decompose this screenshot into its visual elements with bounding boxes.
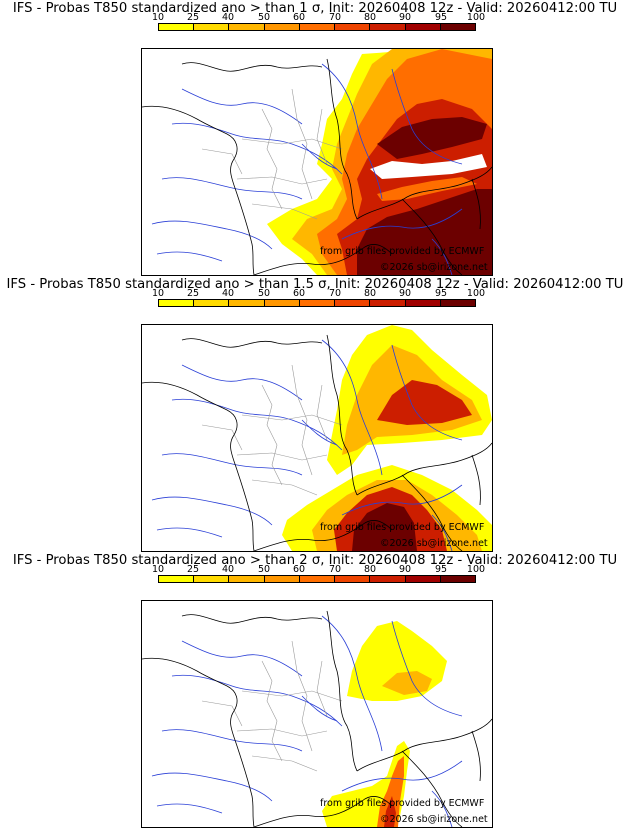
colorbar-segment <box>264 576 300 582</box>
colorbar-segment <box>229 300 265 306</box>
map-canvas <box>142 610 492 827</box>
colorbar-tick: 60 <box>292 12 306 23</box>
colorbar-segment <box>440 24 475 30</box>
panel-title: IFS - Probas T850 standardized ano > tha… <box>12 1 618 16</box>
colorbar-tick: 90 <box>398 12 412 23</box>
colorbar-tick: 10 <box>151 288 165 299</box>
colorbar-tick: 95 <box>434 564 448 575</box>
colorbar-segment <box>370 576 406 582</box>
colorbar-tick: 40 <box>221 564 235 575</box>
probability-fill <box>282 325 492 551</box>
panel-title: IFS - Probas T850 standardized ano > tha… <box>6 277 624 292</box>
credit-source: from grib files provided by ECMWF <box>320 798 485 809</box>
credit-copyright: ©2026 sb@irizone.net <box>380 262 488 273</box>
colorbar-tick: 70 <box>328 564 342 575</box>
colorbar-segment <box>229 576 265 582</box>
colorbar <box>158 575 476 583</box>
colorbar-tick: 10 <box>151 12 165 23</box>
colorbar-segment <box>299 300 336 306</box>
colorbar-segment <box>299 24 336 30</box>
probability-map: from grib files provided by ECMWF ©2026 … <box>141 48 493 276</box>
probability-panel-1-sigma: IFS - Probas T850 standardized ano > tha… <box>0 0 630 276</box>
colorbar-segment <box>405 300 441 306</box>
colorbar-tick: 80 <box>363 564 377 575</box>
probability-map: from grib files provided by ECMWF ©2026 … <box>141 324 493 552</box>
colorbar-segment <box>440 300 475 306</box>
colorbar-segment <box>264 24 300 30</box>
colorbar-segment <box>159 24 195 30</box>
colorbar-tick: 60 <box>292 288 306 299</box>
colorbar-tick: 40 <box>221 12 235 23</box>
credit-source: from grib files provided by ECMWF <box>320 522 485 533</box>
colorbar-tick: 10 <box>151 564 165 575</box>
colorbar-segment <box>370 24 406 30</box>
colorbar-tick: 100 <box>466 288 486 299</box>
colorbar-segment <box>440 576 475 582</box>
colorbar-tick: 60 <box>292 564 306 575</box>
colorbar <box>158 299 476 307</box>
colorbar-tick: 80 <box>363 12 377 23</box>
colorbar-tick: 50 <box>257 564 271 575</box>
probability-panel-1-5-sigma: IFS - Probas T850 standardized ano > tha… <box>0 276 630 552</box>
colorbar-tick: 50 <box>257 12 271 23</box>
colorbar-ticks: 10 25 40 50 60 70 80 90 95 100 <box>152 288 485 299</box>
colorbar-segment <box>335 24 371 30</box>
colorbar-tick: 25 <box>186 288 200 299</box>
credit-source: from grib files provided by ECMWF <box>320 246 485 257</box>
colorbar-tick: 25 <box>186 564 200 575</box>
colorbar-tick: 25 <box>186 12 200 23</box>
colorbar-tick: 70 <box>328 12 342 23</box>
map-canvas <box>142 325 492 551</box>
colorbar-segment <box>159 300 195 306</box>
credit-copyright: ©2026 sb@irizone.net <box>380 814 488 825</box>
colorbar-tick: 90 <box>398 288 412 299</box>
colorbar-tick: 100 <box>466 12 486 23</box>
colorbar-segment <box>335 576 371 582</box>
colorbar-segment <box>264 300 300 306</box>
probability-fill <box>267 49 492 275</box>
colorbar-segment <box>194 300 230 306</box>
colorbar-segment <box>159 576 195 582</box>
colorbar-tick: 95 <box>434 288 448 299</box>
colorbar-tick: 95 <box>434 12 448 23</box>
colorbar-segment <box>405 24 441 30</box>
colorbar-ticks: 10 25 40 50 60 70 80 90 95 100 <box>152 564 485 575</box>
colorbar-segment <box>299 576 336 582</box>
colorbar-tick: 80 <box>363 288 377 299</box>
colorbar-segment <box>370 300 406 306</box>
colorbar-segment <box>194 576 230 582</box>
colorbar-tick: 50 <box>257 288 271 299</box>
panel-title: IFS - Probas T850 standardized ano > tha… <box>12 553 618 568</box>
colorbar-tick: 100 <box>466 564 486 575</box>
colorbar-tick: 70 <box>328 288 342 299</box>
colorbar-tick: 40 <box>221 288 235 299</box>
colorbar-ticks: 10 25 40 50 60 70 80 90 95 100 <box>152 12 485 23</box>
colorbar <box>158 23 476 31</box>
map-canvas <box>142 49 492 275</box>
probability-fill <box>322 621 447 827</box>
colorbar-segment <box>194 24 230 30</box>
credit-copyright: ©2026 sb@irizone.net <box>380 538 488 549</box>
probability-panel-2-sigma: IFS - Probas T850 standardized ano > tha… <box>0 552 630 828</box>
colorbar-segment <box>229 24 265 30</box>
colorbar-segment <box>335 300 371 306</box>
colorbar-tick: 90 <box>398 564 412 575</box>
colorbar-segment <box>405 576 441 582</box>
probability-map: from grib files provided by ECMWF ©2026 … <box>141 600 493 828</box>
